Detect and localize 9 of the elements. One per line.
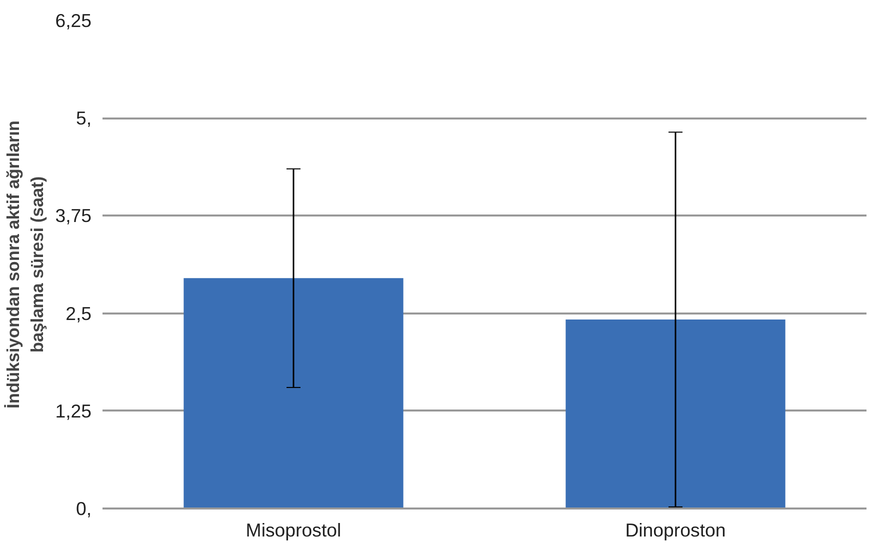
y-tick-label: 0, <box>76 498 92 519</box>
y-tick-label: 6,25 <box>55 10 92 31</box>
y-tick-label: 1,25 <box>55 400 92 422</box>
y-tick-label: 3,75 <box>55 205 92 226</box>
y-tick-label: 2,5 <box>66 302 92 324</box>
y-axis-title: İndüksiyondan sonra aktif ağrıların başlama süresi (saat) <box>3 120 48 408</box>
x-tick-label: Dinoproston <box>625 520 726 540</box>
y-tick-label: 5, <box>76 108 92 129</box>
x-tick-label: Misoprostol <box>246 520 342 540</box>
